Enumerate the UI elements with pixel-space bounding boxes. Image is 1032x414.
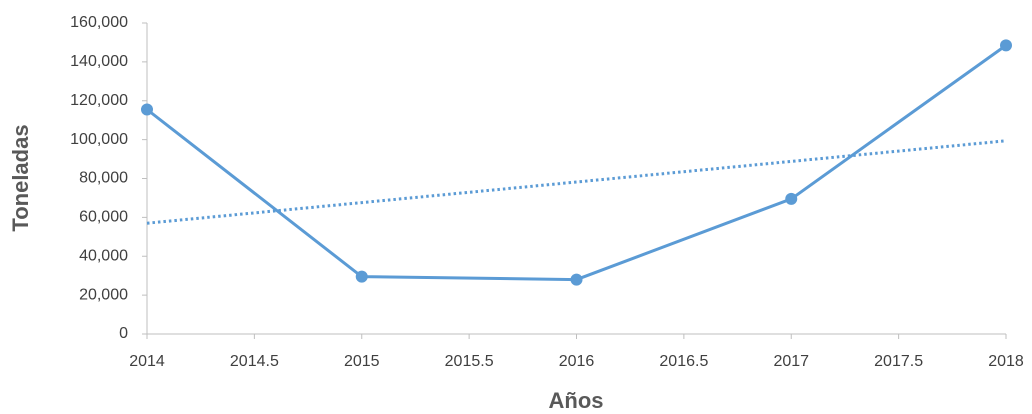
x-tick-label: 2014 [129,353,165,370]
data-point [355,270,368,283]
y-tick-label: 80,000 [79,170,128,187]
y-tick-label: 0 [119,325,128,342]
data-line [146,44,1007,282]
y-tick-label: 100,000 [70,131,128,148]
x-tick-label: 2015 [344,353,380,370]
y-tick-label: 40,000 [79,247,128,264]
x-tick-label: 2018 [988,353,1024,370]
y-tick-label: 160,000 [70,14,128,31]
x-tick-label: 2016.5 [659,353,708,370]
y-axis-title: Toneladas [8,124,33,231]
y-tick-label: 140,000 [70,53,128,70]
y-tick-label: 60,000 [79,209,128,226]
data-point [785,192,798,205]
y-tick-label: 120,000 [70,92,128,109]
x-tick-label: 2015.5 [445,353,494,370]
x-tick-label: 2017 [773,353,809,370]
data-point [141,103,153,116]
data-point [570,273,583,286]
x-tick-label: 2014.5 [230,353,279,370]
x-tick-label: 2017.5 [874,353,923,370]
x-axis-title: Años [549,388,604,413]
x-tick-label: 2016 [559,353,595,370]
y-tick-label: 20,000 [79,286,128,303]
trendline [146,139,1007,225]
data-point [1000,39,1012,52]
